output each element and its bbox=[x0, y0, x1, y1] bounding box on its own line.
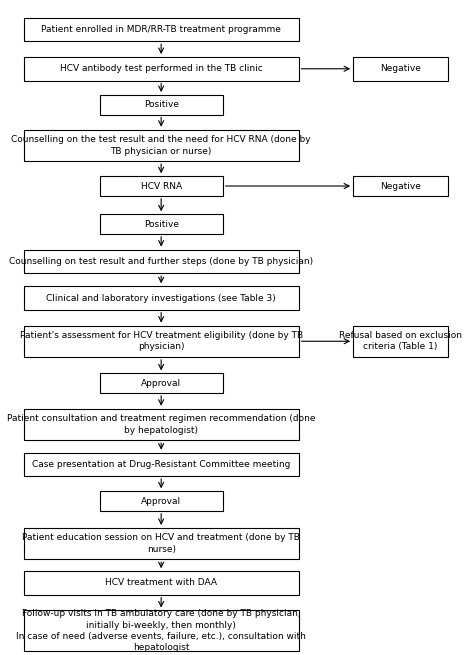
FancyBboxPatch shape bbox=[24, 18, 299, 41]
FancyBboxPatch shape bbox=[24, 286, 299, 310]
FancyBboxPatch shape bbox=[100, 491, 223, 511]
Text: Refusal based on exclusion
criteria (Table 1): Refusal based on exclusion criteria (Tab… bbox=[339, 331, 462, 352]
FancyBboxPatch shape bbox=[100, 95, 223, 115]
Text: Counselling on test result and further steps (done by TB physician): Counselling on test result and further s… bbox=[9, 257, 313, 266]
Text: Follow-up visits in TB ambulatory care (done by TB physician,
initially bi-weekl: Follow-up visits in TB ambulatory care (… bbox=[16, 609, 306, 652]
Text: Negative: Negative bbox=[380, 181, 421, 191]
Text: Clinical and laboratory investigations (see Table 3): Clinical and laboratory investigations (… bbox=[46, 293, 276, 303]
Text: Patient's assessment for HCV treatment eligibility (done by TB
physician): Patient's assessment for HCV treatment e… bbox=[19, 331, 303, 352]
FancyBboxPatch shape bbox=[24, 610, 299, 651]
FancyBboxPatch shape bbox=[24, 130, 299, 161]
FancyBboxPatch shape bbox=[100, 176, 223, 196]
FancyBboxPatch shape bbox=[100, 214, 223, 234]
Text: Counselling on the test result and the need for HCV RNA (done by
TB physician or: Counselling on the test result and the n… bbox=[11, 135, 311, 156]
Text: Patient enrolled in MDR/RR-TB treatment programme: Patient enrolled in MDR/RR-TB treatment … bbox=[41, 25, 281, 34]
FancyBboxPatch shape bbox=[24, 326, 299, 357]
Text: Negative: Negative bbox=[380, 64, 421, 73]
FancyBboxPatch shape bbox=[24, 409, 299, 440]
Text: HCV RNA: HCV RNA bbox=[141, 181, 182, 191]
FancyBboxPatch shape bbox=[24, 250, 299, 273]
Text: Approval: Approval bbox=[141, 496, 181, 506]
FancyBboxPatch shape bbox=[24, 57, 299, 81]
FancyBboxPatch shape bbox=[24, 528, 299, 559]
Text: Patient education session on HCV and treatment (done by TB
nurse): Patient education session on HCV and tre… bbox=[22, 533, 300, 554]
FancyBboxPatch shape bbox=[353, 326, 448, 357]
Text: HCV treatment with DAA: HCV treatment with DAA bbox=[105, 578, 217, 588]
Text: Positive: Positive bbox=[144, 100, 179, 109]
FancyBboxPatch shape bbox=[24, 571, 299, 595]
Text: Positive: Positive bbox=[144, 219, 179, 229]
Text: HCV antibody test performed in the TB clinic: HCV antibody test performed in the TB cl… bbox=[60, 64, 263, 73]
FancyBboxPatch shape bbox=[24, 453, 299, 476]
FancyBboxPatch shape bbox=[353, 176, 448, 196]
FancyBboxPatch shape bbox=[100, 373, 223, 393]
FancyBboxPatch shape bbox=[353, 57, 448, 81]
Text: Patient consultation and treatment regimen recommendation (done
by hepatologist): Patient consultation and treatment regim… bbox=[7, 414, 315, 435]
Text: Case presentation at Drug-Resistant Committee meeting: Case presentation at Drug-Resistant Comm… bbox=[32, 460, 291, 469]
Text: Approval: Approval bbox=[141, 379, 181, 388]
